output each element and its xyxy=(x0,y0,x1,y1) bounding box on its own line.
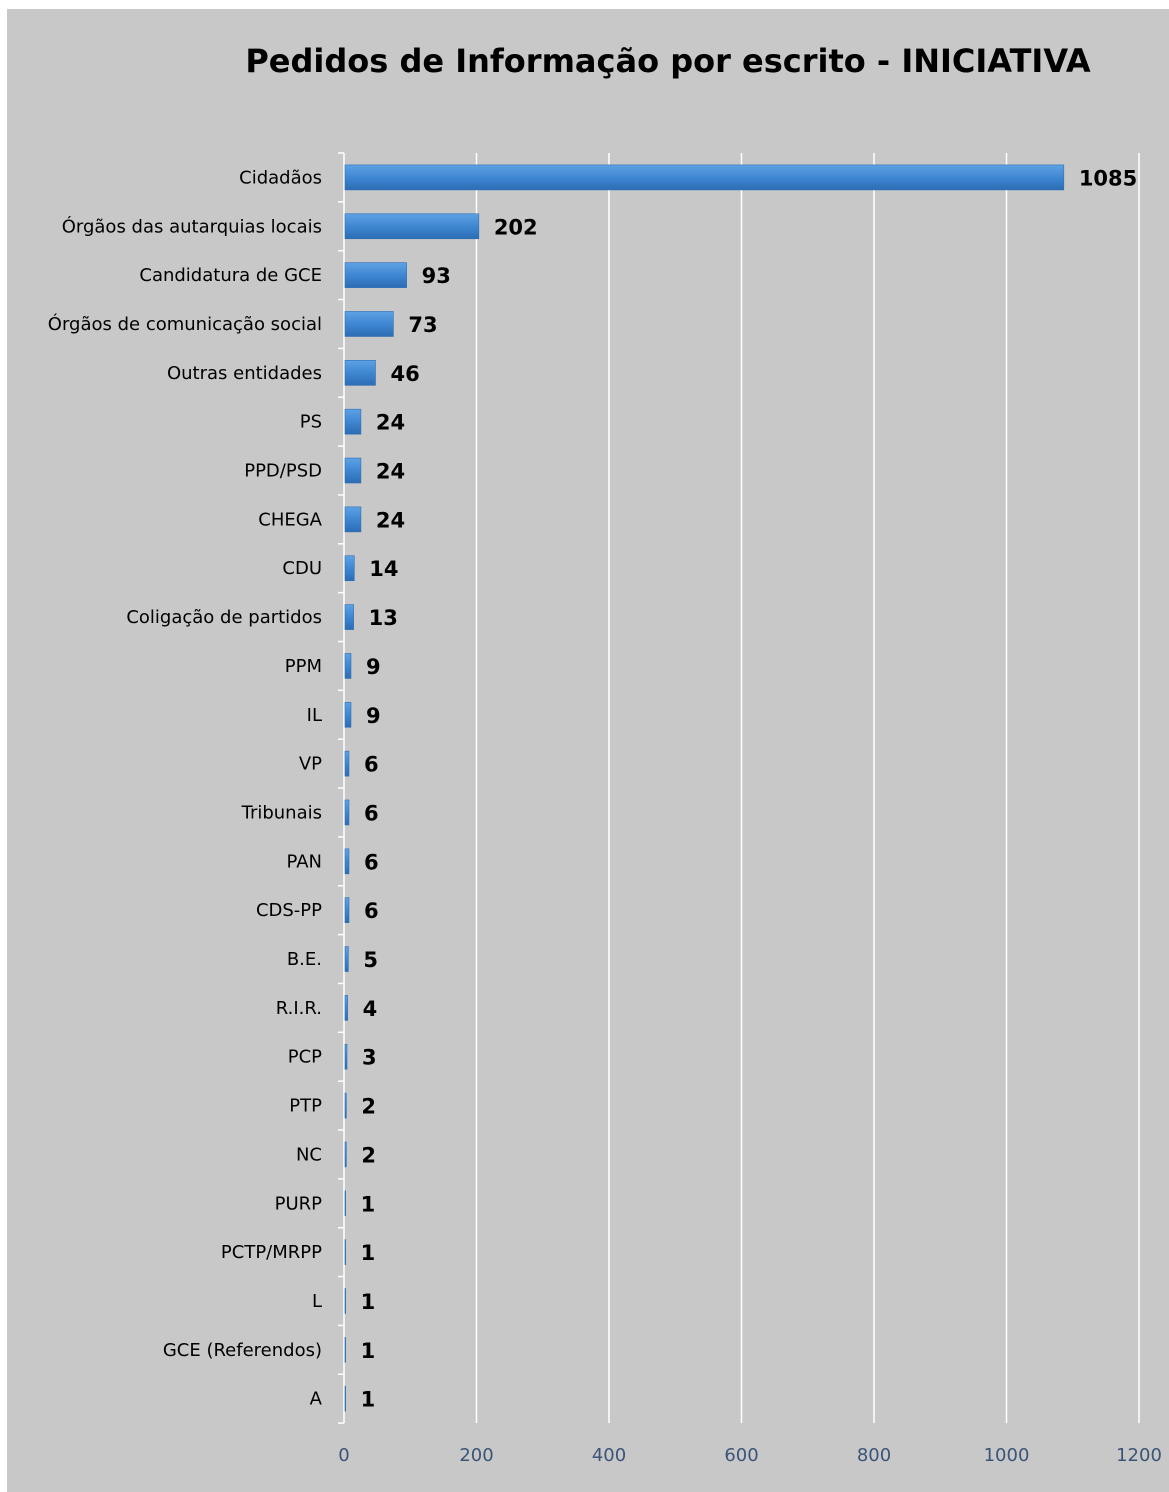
category-label: PAN xyxy=(287,851,322,872)
category-label: IL xyxy=(307,705,322,726)
data-label: 6 xyxy=(364,899,379,923)
x-tick-label: 400 xyxy=(592,1445,626,1466)
category-label: CDS-PP xyxy=(256,900,322,921)
data-label: 1 xyxy=(361,1241,376,1265)
category-label: PCTP/MRPP xyxy=(221,1242,322,1263)
category-label: PPM xyxy=(285,656,322,677)
data-label: 1 xyxy=(361,1192,376,1216)
data-label: 4 xyxy=(363,997,378,1021)
x-tick-labels: 0 200 400 600 800 1000 1200 xyxy=(338,1445,1162,1466)
category-label: Tribunais xyxy=(241,802,322,823)
bar xyxy=(344,653,352,679)
bar xyxy=(344,1239,346,1265)
bar xyxy=(344,604,354,630)
category-label: NC xyxy=(296,1144,322,1165)
bar xyxy=(344,408,362,435)
data-label: 1085 xyxy=(1079,166,1137,190)
chart-title: Pedidos de Informação por escrito - INIC… xyxy=(245,42,1091,80)
x-tick-label: 1000 xyxy=(984,1445,1030,1466)
category-label: B.E. xyxy=(287,949,322,970)
category-label: R.I.R. xyxy=(276,998,322,1019)
data-label: 6 xyxy=(364,850,379,874)
bars xyxy=(344,164,1065,1412)
category-labels: Cidadãos Órgãos das autarquias locais Cand… xyxy=(48,167,323,1409)
data-label: 1 xyxy=(361,1290,376,1314)
bar xyxy=(344,897,350,923)
category-label: CDU xyxy=(282,558,322,579)
bar xyxy=(344,1092,347,1119)
bar xyxy=(344,848,350,875)
data-label: 1 xyxy=(361,1388,376,1412)
bar xyxy=(344,555,355,582)
bar xyxy=(344,1385,346,1412)
bar xyxy=(344,164,1065,191)
category-label: Cidadãos xyxy=(239,167,322,188)
category-label: PCP xyxy=(288,1047,322,1068)
category-label: A xyxy=(310,1389,323,1410)
data-label: 93 xyxy=(422,264,451,288)
gridlines xyxy=(475,153,1140,1424)
bar xyxy=(344,701,352,728)
x-tick-label: 600 xyxy=(724,1445,758,1466)
bar xyxy=(344,457,362,484)
bar xyxy=(344,1190,346,1217)
category-label: PURP xyxy=(275,1193,323,1214)
chart-panel xyxy=(7,9,1169,1492)
bar xyxy=(344,1043,348,1070)
bar xyxy=(344,799,350,826)
bar xyxy=(344,360,376,386)
data-label: 1 xyxy=(361,1339,376,1363)
category-label: PS xyxy=(300,412,322,433)
bar xyxy=(344,946,349,972)
data-label: 14 xyxy=(369,557,398,581)
category-label: PPD/PSD xyxy=(244,461,322,482)
category-label: VP xyxy=(299,754,322,775)
data-label: 3 xyxy=(362,1046,377,1070)
data-label: 5 xyxy=(363,948,378,972)
data-label: 24 xyxy=(376,508,405,532)
category-label: Outras entidades xyxy=(167,363,322,384)
category-label: Órgãos das autarquias locais xyxy=(62,215,322,237)
bar xyxy=(344,750,350,777)
data-label: 9 xyxy=(366,704,381,728)
bar xyxy=(344,262,407,288)
x-tick-label: 0 xyxy=(338,1445,349,1466)
data-label: 24 xyxy=(376,411,405,435)
data-label: 6 xyxy=(364,753,379,777)
x-tick-label: 800 xyxy=(857,1445,891,1466)
category-label: Coligação de partidos xyxy=(126,607,322,628)
category-label: CHEGA xyxy=(258,509,322,530)
bar xyxy=(344,1288,346,1314)
x-tick-label: 1200 xyxy=(1116,1445,1162,1466)
value-labels: 1085 202 93 73 46 24 24 24 14 13 9 9 6 6 6 6 5 4 3 2 2 1 1 1 1 1 xyxy=(361,166,1138,1411)
data-label: 2 xyxy=(361,1143,376,1167)
data-label: 46 xyxy=(390,362,419,386)
data-label: 13 xyxy=(369,606,398,630)
category-label: Órgãos de comunicação social xyxy=(48,313,322,335)
data-label: 2 xyxy=(361,1095,376,1119)
bar xyxy=(344,995,348,1021)
bar xyxy=(344,311,394,337)
data-label: 73 xyxy=(408,313,437,337)
data-label: 24 xyxy=(376,460,405,484)
data-label: 6 xyxy=(364,801,379,825)
bar xyxy=(344,213,480,240)
bar xyxy=(344,1337,346,1363)
bar xyxy=(344,1141,347,1168)
x-tick-label: 200 xyxy=(459,1445,493,1466)
category-label: PTP xyxy=(289,1096,322,1117)
y-axis xyxy=(338,152,345,1424)
category-label: L xyxy=(312,1291,322,1312)
bar xyxy=(344,506,362,533)
data-label: 202 xyxy=(494,215,538,239)
category-label: GCE (Referendos) xyxy=(163,1340,322,1361)
category-label: Candidatura de GCE xyxy=(139,265,322,286)
data-label: 9 xyxy=(366,655,381,679)
